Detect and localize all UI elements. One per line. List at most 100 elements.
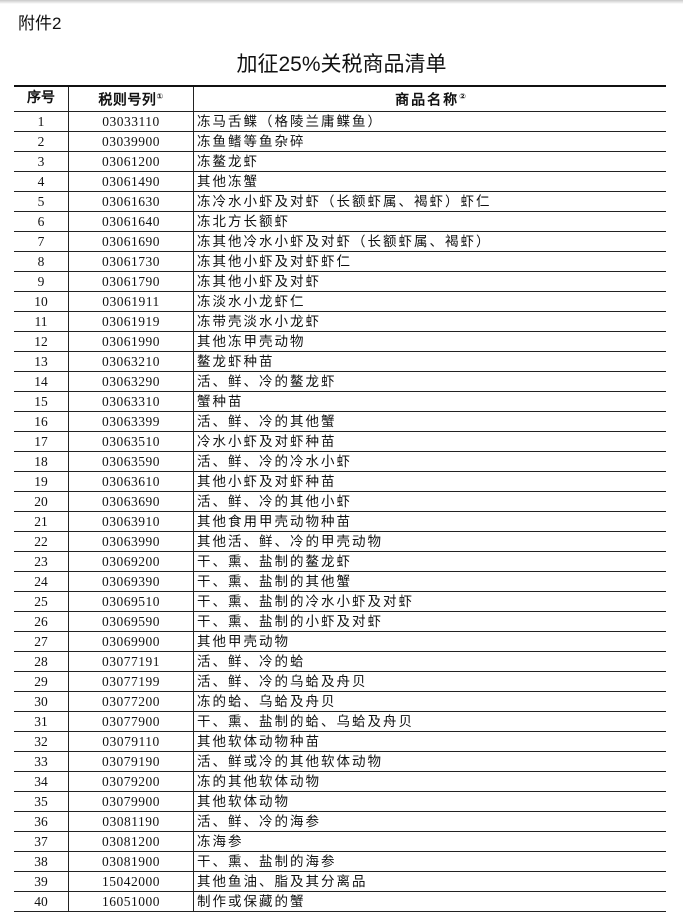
cell-goods-name: 干、熏、盐制的冷水小虾及对虾 [193, 591, 666, 612]
header-name-label: 商品名称 [395, 92, 460, 109]
table-row: 40 16051000 制作或保藏的蟹 [14, 891, 666, 912]
tariff-goods-table: 序号 税则号列① 商品名称② 1 03033110 冻马舌鲽（格陵兰庸鲽鱼） 2 030… [14, 84, 666, 912]
cell-goods-name: 其他冻甲壳动物 [193, 331, 666, 352]
cell-tariff-code: 03079900 [68, 791, 194, 812]
table-row: 24 03069390 干、熏、盐制的其他蟹 [14, 571, 666, 592]
table-row: 25 03069510 干、熏、盐制的冷水小虾及对虾 [14, 591, 666, 612]
cell-index: 28 [14, 651, 69, 672]
cell-tariff-code: 03079110 [68, 731, 194, 752]
table-row: 3 03061200 冻鳌龙虾 [14, 151, 666, 172]
table-row: 23 03069200 干、熏、盐制的鳌龙虾 [14, 551, 666, 572]
cell-goods-name: 其他软体动物种苗 [193, 731, 666, 752]
cell-tariff-code: 03063290 [68, 371, 194, 392]
table-row: 8 03061730 冻其他小虾及对虾虾仁 [14, 251, 666, 272]
cell-goods-name: 冻带壳淡水小龙虾 [193, 311, 666, 332]
table-row: 5 03061630 冻冷水小虾及对虾（长额虾属、褐虾）虾仁 [14, 191, 666, 212]
cell-goods-name: 其他甲壳动物 [193, 631, 666, 652]
cell-tariff-code: 03061490 [68, 171, 194, 192]
cell-index: 6 [14, 211, 69, 232]
table-row: 18 03063590 活、鲜、冷的冷水小虾 [14, 451, 666, 472]
table-header-row: 序号 税则号列① 商品名称② [14, 84, 666, 112]
cell-goods-name: 其他小虾及对虾种苗 [193, 471, 666, 492]
cell-index: 37 [14, 831, 69, 852]
header-index-label: 序号 [27, 90, 55, 107]
table-row: 38 03081900 干、熏、盐制的海参 [14, 851, 666, 872]
cell-tariff-code: 03063610 [68, 471, 194, 492]
table-row: 22 03063990 其他活、鲜、冷的甲壳动物 [14, 531, 666, 552]
table-row: 31 03077900 干、熏、盐制的蛤、乌蛤及舟贝 [14, 711, 666, 732]
cell-tariff-code: 03061690 [68, 231, 194, 252]
table-row: 26 03069590 干、熏、盐制的小虾及对虾 [14, 611, 666, 632]
cell-tariff-code: 03069390 [68, 571, 194, 592]
cell-index: 34 [14, 771, 69, 792]
cell-tariff-code: 03061200 [68, 151, 194, 172]
cell-goods-name: 活、鲜、冷的其他小虾 [193, 491, 666, 512]
cell-goods-name: 活、鲜、冷的乌蛤及舟贝 [193, 671, 666, 692]
cell-tariff-code: 03077191 [68, 651, 194, 672]
cell-index: 22 [14, 531, 69, 552]
cell-tariff-code: 03061730 [68, 251, 194, 272]
cell-index: 23 [14, 551, 69, 572]
cell-goods-name: 冻海参 [193, 831, 666, 852]
table-row: 21 03063910 其他食用甲壳动物种苗 [14, 511, 666, 532]
cell-goods-name: 蟹种苗 [193, 391, 666, 412]
table-row: 10 03061911 冻淡水小龙虾仁 [14, 291, 666, 312]
cell-goods-name: 冻其他冷水小虾及对虾（长额虾属、褐虾） [193, 231, 666, 252]
cell-goods-name: 活、鲜、冷的蛤 [193, 651, 666, 672]
cell-index: 33 [14, 751, 69, 772]
cell-tariff-code: 03077200 [68, 691, 194, 712]
cell-tariff-code: 03069200 [68, 551, 194, 572]
cell-tariff-code: 03063510 [68, 431, 194, 452]
cell-tariff-code: 03063590 [68, 451, 194, 472]
table-row: 15 03063310 蟹种苗 [14, 391, 666, 412]
cell-index: 12 [14, 331, 69, 352]
cell-index: 31 [14, 711, 69, 732]
cell-tariff-code: 03077900 [68, 711, 194, 732]
cell-tariff-code: 03079190 [68, 751, 194, 772]
cell-goods-name: 冻的其他软体动物 [193, 771, 666, 792]
cell-index: 2 [14, 131, 69, 152]
cell-goods-name: 活、鲜、冷的其他蟹 [193, 411, 666, 432]
cell-goods-name: 冻的蛤、乌蛤及舟贝 [193, 691, 666, 712]
table-row: 20 03063690 活、鲜、冷的其他小虾 [14, 491, 666, 512]
cell-tariff-code: 03069590 [68, 611, 194, 632]
cell-index: 13 [14, 351, 69, 372]
cell-goods-name: 干、熏、盐制的小虾及对虾 [193, 611, 666, 632]
cell-index: 1 [14, 111, 69, 132]
cell-tariff-code: 03061919 [68, 311, 194, 332]
cell-goods-name: 冻淡水小龙虾仁 [193, 291, 666, 312]
cell-goods-name: 干、熏、盐制的其他蟹 [193, 571, 666, 592]
cell-index: 32 [14, 731, 69, 752]
cell-index: 39 [14, 871, 69, 892]
table-row: 9 03061790 冻其他小虾及对虾 [14, 271, 666, 292]
cell-goods-name: 其他活、鲜、冷的甲壳动物 [193, 531, 666, 552]
cell-index: 24 [14, 571, 69, 592]
cell-goods-name: 冻北方长额虾 [193, 211, 666, 232]
cell-index: 4 [14, 171, 69, 192]
attachment-label: 附件2 [18, 14, 62, 33]
cell-goods-name: 鳌龙虾种苗 [193, 351, 666, 372]
table-row: 33 03079190 活、鲜或冷的其他软体动物 [14, 751, 666, 772]
cell-tariff-code: 03061911 [68, 291, 194, 312]
table-row: 36 03081190 活、鲜、冷的海参 [14, 811, 666, 832]
cell-goods-name: 冻马舌鲽（格陵兰庸鲽鱼） [193, 111, 666, 132]
cell-goods-name: 其他冻蟹 [193, 171, 666, 192]
table-row: 37 03081200 冻海参 [14, 831, 666, 852]
cell-index: 26 [14, 611, 69, 632]
cell-index: 7 [14, 231, 69, 252]
cell-tariff-code: 03061640 [68, 211, 194, 232]
cell-goods-name: 活、鲜、冷的鳌龙虾 [193, 371, 666, 392]
cell-index: 40 [14, 891, 69, 912]
cell-index: 18 [14, 451, 69, 472]
table-row: 7 03061690 冻其他冷水小虾及对虾（长额虾属、褐虾） [14, 231, 666, 252]
cell-tariff-code: 03061990 [68, 331, 194, 352]
cell-goods-name: 干、熏、盐制的蛤、乌蛤及舟贝 [193, 711, 666, 732]
table-row: 16 03063399 活、鲜、冷的其他蟹 [14, 411, 666, 432]
cell-tariff-code: 03063910 [68, 511, 194, 532]
cell-goods-name: 其他鱼油、脂及其分离品 [193, 871, 666, 892]
cell-goods-name: 其他软体动物 [193, 791, 666, 812]
cell-index: 29 [14, 671, 69, 692]
cell-tariff-code: 03063399 [68, 411, 194, 432]
table-row: 30 03077200 冻的蛤、乌蛤及舟贝 [14, 691, 666, 712]
cell-index: 8 [14, 251, 69, 272]
